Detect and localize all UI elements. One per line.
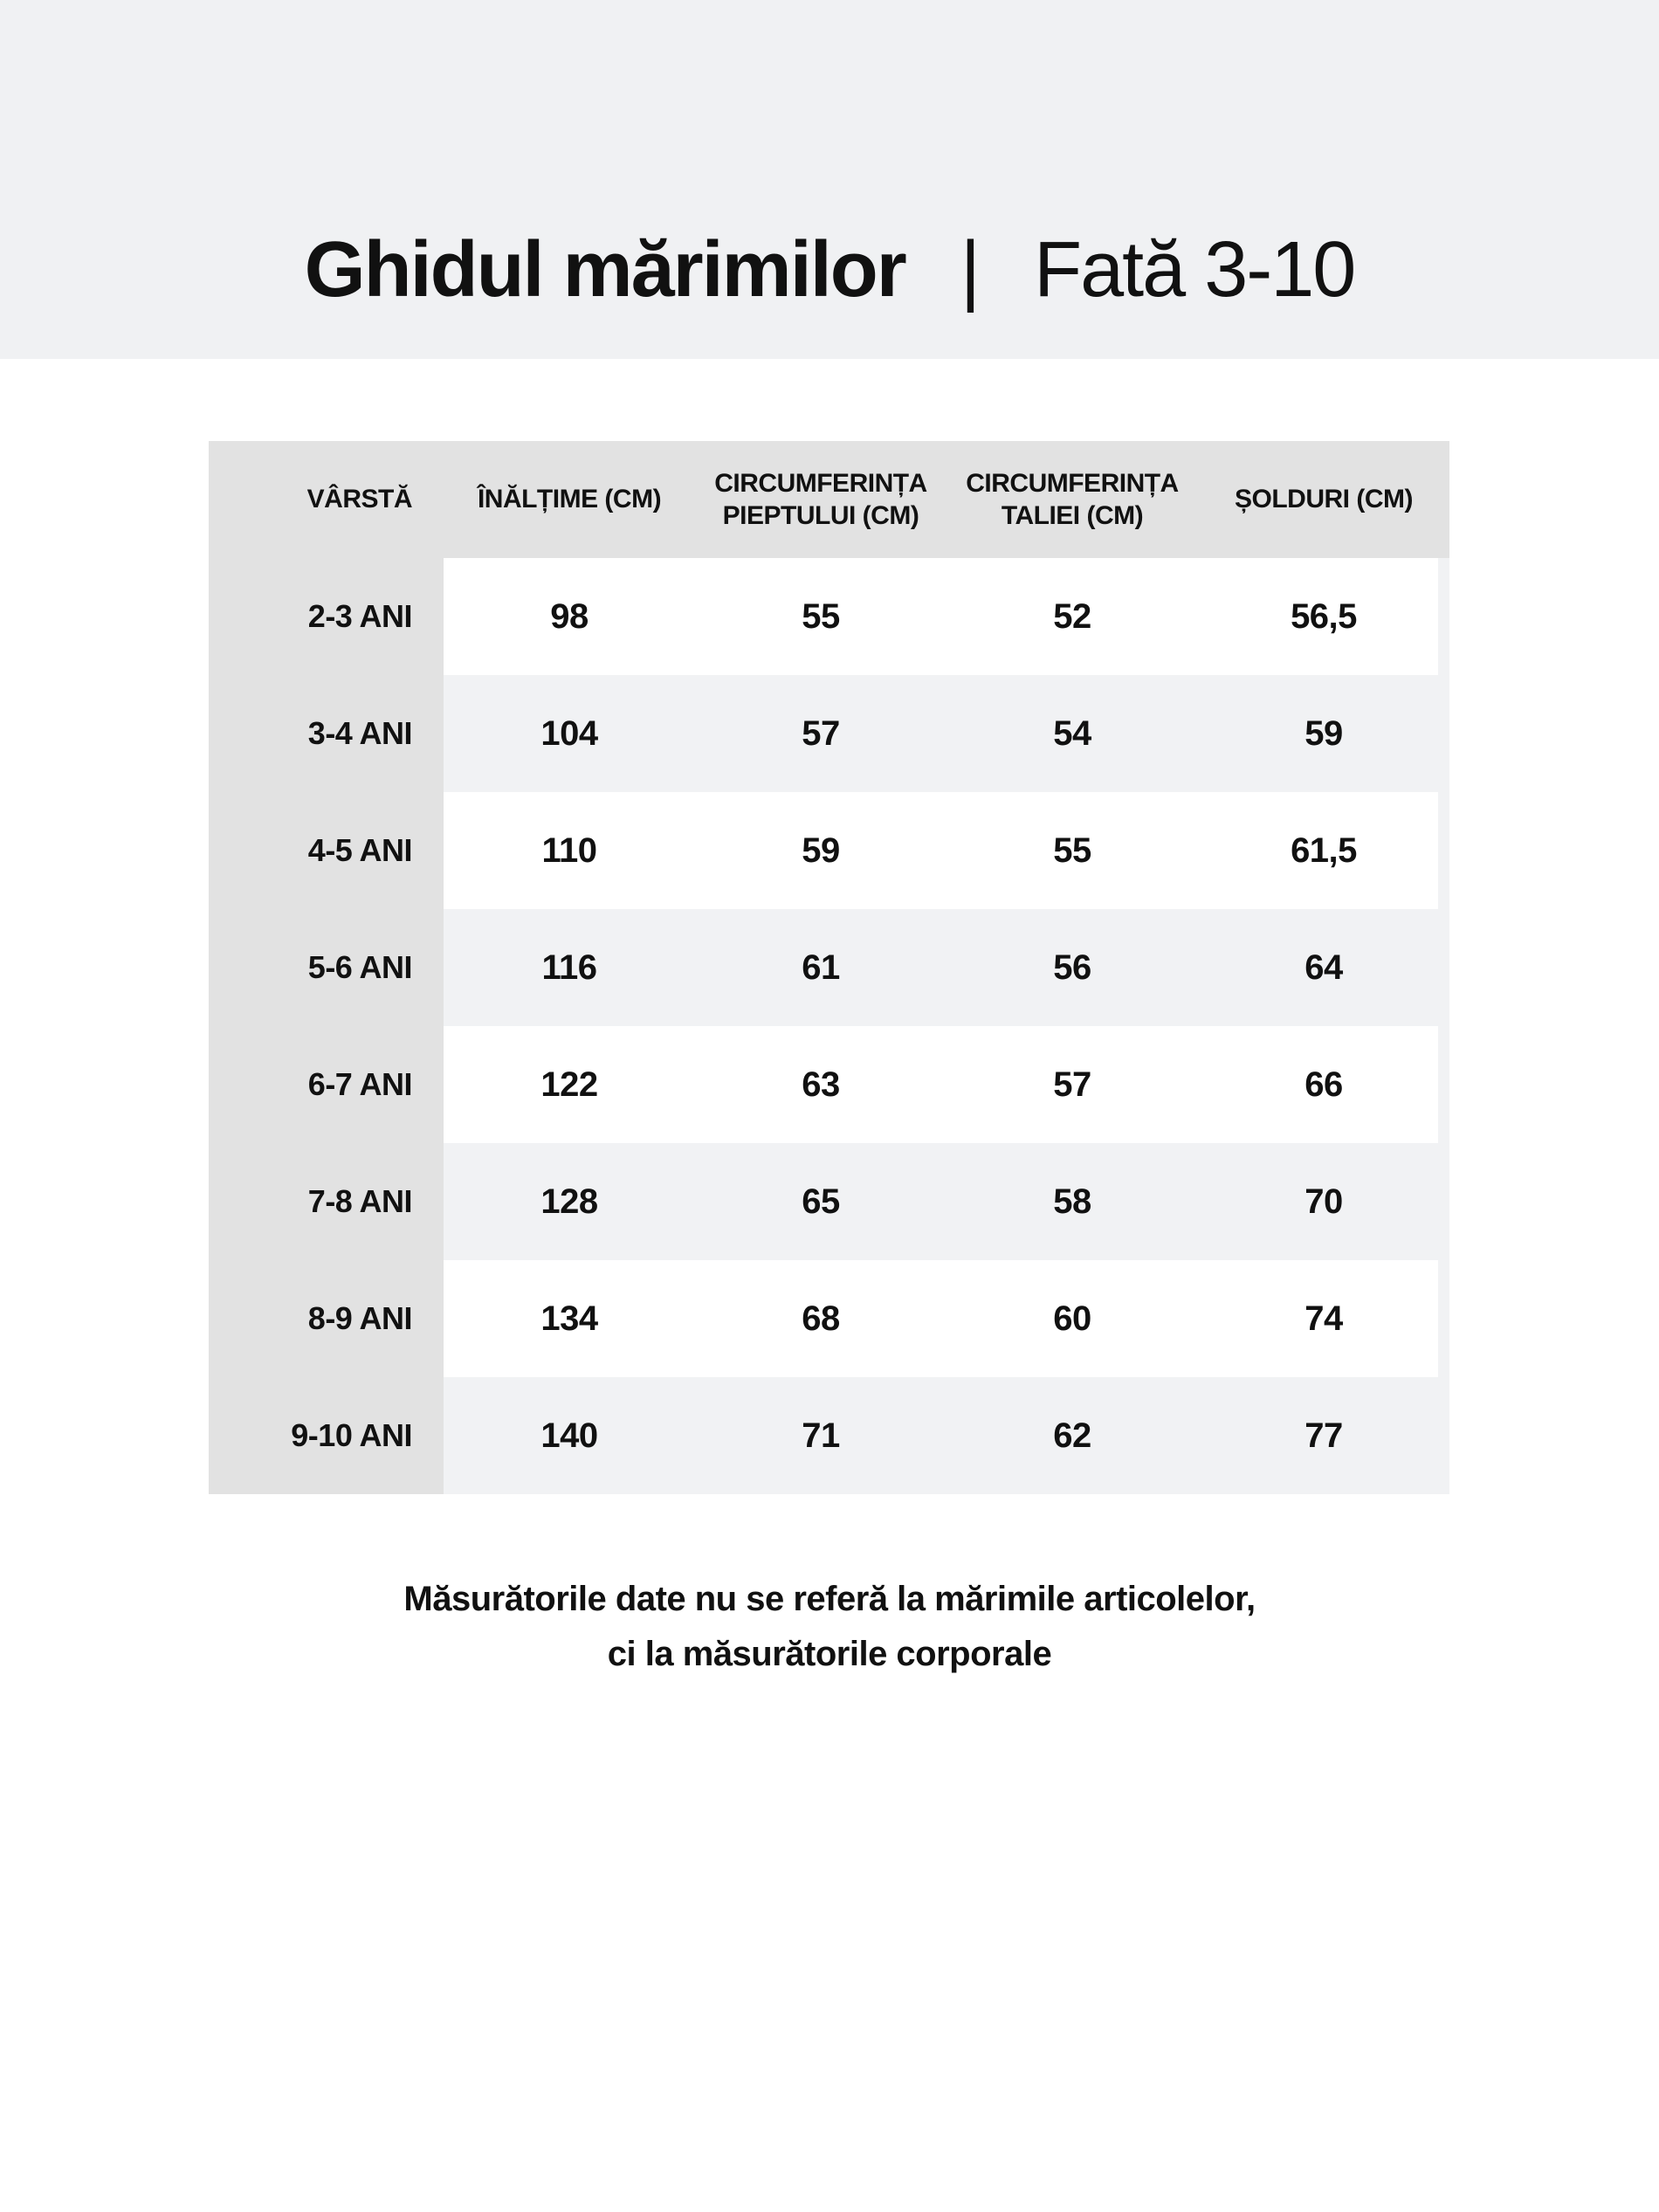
table-row: 5-6 ANI 116 61 56 64 bbox=[209, 909, 1449, 1026]
height-cell: 110 bbox=[541, 830, 597, 870]
table-row: 6-7 ANI 122 63 57 66 bbox=[209, 1026, 1449, 1143]
table-right-strip bbox=[1438, 558, 1449, 1494]
height-cell: 116 bbox=[541, 948, 597, 987]
age-cell: 6-7 ANI bbox=[209, 1026, 444, 1143]
waist-cell: 57 bbox=[1053, 1065, 1091, 1104]
age-cell: 7-8 ANI bbox=[209, 1143, 444, 1260]
hips-cell: 59 bbox=[1304, 713, 1343, 753]
chest-cell: 68 bbox=[802, 1299, 840, 1338]
waist-cell: 58 bbox=[1053, 1182, 1091, 1221]
hips-cell: 56,5 bbox=[1291, 596, 1357, 636]
page-title-segment: Fată 3-10 bbox=[1034, 226, 1356, 314]
footer-note: Măsurătorile date nu se referă la mărimi… bbox=[0, 1572, 1659, 1682]
footer-note-line2: ci la măsurătorile corporale bbox=[607, 1634, 1052, 1673]
column-header-age: VÂRSTĂ bbox=[306, 485, 413, 514]
page-title-main: Ghidul mărimilor bbox=[304, 226, 907, 314]
hips-cell: 77 bbox=[1304, 1416, 1343, 1455]
height-cell: 134 bbox=[540, 1299, 598, 1338]
table-row: 3-4 ANI 104 57 54 59 bbox=[209, 675, 1449, 792]
chest-cell: 59 bbox=[802, 830, 840, 870]
chest-cell: 55 bbox=[802, 596, 840, 636]
hips-cell: 61,5 bbox=[1291, 830, 1357, 870]
age-cell: 4-5 ANI bbox=[209, 792, 444, 909]
table-row: 7-8 ANI 128 65 58 70 bbox=[209, 1143, 1449, 1260]
table-row: 4-5 ANI 110 59 55 61,5 bbox=[209, 792, 1449, 909]
age-cell: 5-6 ANI bbox=[209, 909, 444, 1026]
waist-cell: 52 bbox=[1053, 596, 1091, 636]
height-cell: 104 bbox=[540, 713, 598, 753]
page-header-banner: Ghidul mărimilor | Fată 3-10 bbox=[0, 0, 1659, 359]
height-cell: 128 bbox=[540, 1182, 598, 1221]
age-cell: 9-10 ANI bbox=[209, 1377, 444, 1494]
age-cell: 8-9 ANI bbox=[209, 1260, 444, 1377]
size-table: VÂRSTĂ ÎNĂLȚIME (CM) CIRCUMFERINȚA PIEPT… bbox=[209, 441, 1449, 1494]
column-header-chest: CIRCUMFERINȚA PIEPTULUI (CM) bbox=[714, 468, 927, 531]
waist-cell: 54 bbox=[1053, 713, 1091, 753]
hips-cell: 64 bbox=[1304, 948, 1343, 987]
table-row: 2-3 ANI 98 55 52 56,5 bbox=[209, 558, 1449, 675]
table-header-row: VÂRSTĂ ÎNĂLȚIME (CM) CIRCUMFERINȚA PIEPT… bbox=[209, 441, 1449, 558]
hips-cell: 66 bbox=[1304, 1065, 1343, 1104]
chest-cell: 57 bbox=[802, 713, 840, 753]
age-cell: 2-3 ANI bbox=[209, 558, 444, 675]
chest-cell: 61 bbox=[802, 948, 840, 987]
waist-cell: 56 bbox=[1053, 948, 1091, 987]
hips-cell: 70 bbox=[1304, 1182, 1343, 1221]
chest-cell: 63 bbox=[802, 1065, 840, 1104]
table-row: 8-9 ANI 134 68 60 74 bbox=[209, 1260, 1449, 1377]
height-cell: 98 bbox=[550, 596, 589, 636]
hips-cell: 74 bbox=[1304, 1299, 1343, 1338]
column-header-hips: ȘOLDURI (CM) bbox=[1235, 485, 1413, 514]
chest-cell: 65 bbox=[802, 1182, 840, 1221]
waist-cell: 60 bbox=[1053, 1299, 1091, 1338]
height-cell: 122 bbox=[540, 1065, 598, 1104]
column-header-waist: CIRCUMFERINȚA TALIEI (CM) bbox=[966, 468, 1179, 531]
waist-cell: 55 bbox=[1053, 830, 1091, 870]
height-cell: 140 bbox=[540, 1416, 598, 1455]
table-row: 9-10 ANI 140 71 62 77 bbox=[209, 1377, 1449, 1494]
page-title: Ghidul mărimilor | Fată 3-10 bbox=[304, 226, 1357, 314]
footer-note-line1: Măsurătorile date nu se referă la mărimi… bbox=[403, 1580, 1256, 1618]
title-separator: | bbox=[960, 226, 981, 314]
waist-cell: 62 bbox=[1053, 1416, 1091, 1455]
table-body: 2-3 ANI 98 55 52 56,5 3-4 ANI 104 57 54 … bbox=[209, 558, 1449, 1494]
chest-cell: 71 bbox=[802, 1416, 840, 1455]
age-cell: 3-4 ANI bbox=[209, 675, 444, 792]
column-header-height: ÎNĂLȚIME (CM) bbox=[477, 485, 662, 514]
